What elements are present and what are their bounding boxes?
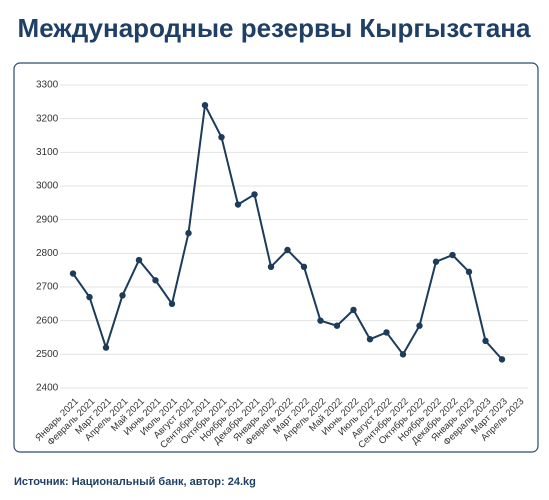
point [317, 317, 324, 324]
source: Источник: Национальный банк, автор: 24.k… [14, 476, 256, 488]
y-tick-label: 3300 [36, 80, 59, 91]
y-tick-label: 2900 [36, 214, 59, 225]
point [350, 306, 357, 314]
point [465, 268, 473, 276]
y-tick-label: 3100 [36, 147, 59, 158]
y-tick-label: 2800 [36, 248, 59, 259]
point [449, 251, 456, 259]
point [86, 293, 93, 301]
line [72, 101, 503, 361]
point [399, 351, 407, 358]
chart-title: Международные резервы Кыргызстана [18, 13, 531, 43]
y-tick-label: 2500 [36, 349, 59, 360]
point [201, 102, 209, 109]
point [152, 277, 159, 284]
point [498, 356, 506, 363]
point [185, 229, 192, 237]
point [119, 292, 126, 299]
point [267, 263, 275, 270]
point [102, 344, 110, 351]
point [300, 263, 308, 270]
point [366, 335, 374, 343]
y-tick-label: 2400 [36, 383, 59, 394]
point [234, 201, 242, 208]
point [416, 322, 423, 329]
chart-frame [13, 62, 539, 453]
point [333, 322, 341, 329]
point [135, 256, 143, 264]
point [168, 300, 176, 308]
y-tick-label: 3200 [36, 113, 59, 124]
point [251, 191, 258, 198]
point [383, 329, 390, 336]
y-tick-label: 2600 [36, 315, 59, 326]
point [482, 337, 489, 345]
point [218, 133, 225, 141]
y-tick-label: 2700 [36, 282, 59, 293]
point [432, 258, 440, 265]
point [284, 246, 291, 254]
y-tick-label: 3000 [36, 181, 59, 192]
point [69, 270, 77, 277]
